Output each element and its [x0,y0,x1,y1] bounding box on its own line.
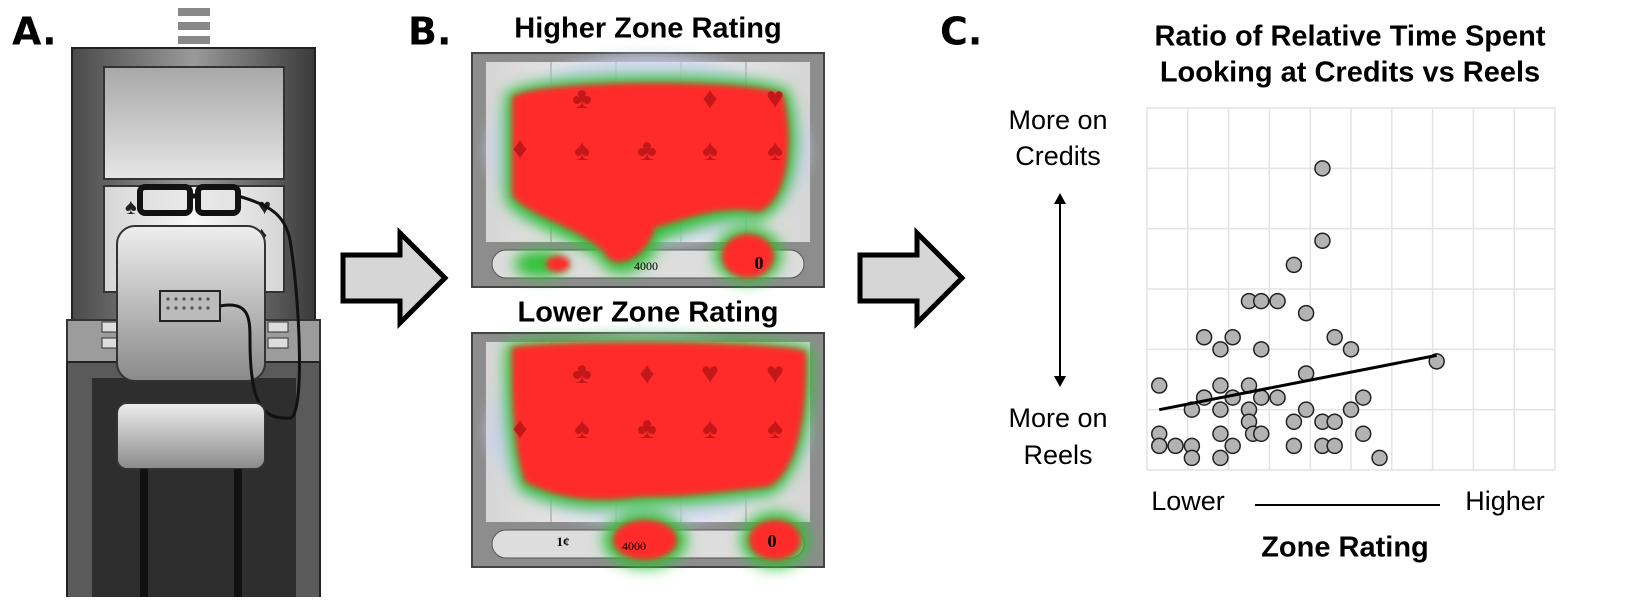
svg-text:♦: ♦ [512,132,527,165]
y-high-label: More on [1008,105,1107,135]
svg-text:♠: ♠ [574,134,590,167]
figure: A. ♠ ♥ ♦ B. Higher Zone Rating Lower Zon… [0,0,1652,597]
heatmap-title: Higher Zone Rating [514,13,781,45]
data-point [1213,450,1228,465]
data-point [1286,414,1301,429]
data-point [1356,426,1371,441]
data-point [1286,257,1301,272]
svg-text:♣: ♣ [572,82,592,115]
data-point [1213,378,1228,393]
x-low-label: Lower [1151,486,1225,516]
panel-label: C. [940,10,982,54]
slot-machine-illustration: ♠ ♥ ♦ [67,8,320,597]
trend-line [1159,355,1436,409]
data-point [1225,438,1240,453]
svg-text:♠: ♠ [125,194,137,219]
svg-text:♠: ♠ [702,134,718,167]
data-point [1152,378,1167,393]
data-point [1213,426,1228,441]
data-point [1197,330,1212,345]
data-point [1254,342,1269,357]
svg-text:♣: ♣ [637,134,657,167]
bet-meter: 0 [755,253,764,273]
data-point [1327,414,1342,429]
data-point [1315,161,1330,176]
data-point [1225,330,1240,345]
svg-text:♥: ♥ [766,82,784,115]
data-point [1299,306,1314,321]
svg-text:♦: ♦ [702,82,717,115]
data-point [1168,438,1183,453]
y-high-label: Credits [1015,141,1101,171]
svg-text:♣: ♣ [637,412,657,445]
data-point [1344,342,1359,357]
data-point [1372,450,1387,465]
panel-label: B. [408,10,451,54]
plot-area [1147,108,1555,470]
y-low-label: Reels [1023,440,1092,470]
x-high-label: Higher [1465,486,1545,516]
data-point [1254,294,1269,309]
svg-text:♠: ♠ [574,412,590,445]
heatmap-higher: ♦ ♣ ♠ ♣ ♠ ♠ ♥ ♦ 4000 0 [472,53,824,287]
data-point [1254,390,1269,405]
data-point [1152,438,1167,453]
svg-text:♠: ♠ [767,412,783,445]
flow-arrow [860,233,962,323]
svg-text:♦: ♦ [639,357,654,390]
credit-meter: 4000 [634,259,658,273]
data-point [1344,402,1359,417]
x-axis-title: Zone Rating [1261,532,1429,564]
denomination: 1¢ [557,534,570,549]
svg-text:♣: ♣ [572,357,592,390]
bet-meter: 0 [768,531,777,551]
svg-text:♥: ♥ [766,357,784,390]
data-point [1356,390,1371,405]
chart-title: Ratio of Relative Time Spent [1154,21,1545,53]
credit-meter: 4000 [622,539,646,553]
data-point [1286,438,1301,453]
svg-text:♦: ♦ [512,412,527,445]
svg-text:♥: ♥ [701,357,719,390]
y-low-label: More on [1008,403,1107,433]
data-point [1299,402,1314,417]
svg-text:♠: ♠ [767,134,783,167]
data-point [1270,294,1285,309]
y-direction-arrow [1054,193,1066,387]
data-point [1327,330,1342,345]
data-point [1213,402,1228,417]
data-point [1213,342,1228,357]
svg-text:♠: ♠ [702,412,718,445]
data-point [1254,426,1269,441]
data-point [1327,438,1342,453]
heatmap-lower: ♣ ♦ ♥ ♥ ♦ ♠ ♣ ♠ ♠ 1¢ 4000 0 [472,333,824,568]
chart-title: Looking at Credits vs Reels [1160,57,1540,89]
data-point [1315,233,1330,248]
panel-label: A. [12,10,57,54]
heatmap-title: Lower Zone Rating [518,297,779,329]
data-point [1270,390,1285,405]
data-point [1184,450,1199,465]
flow-arrow [343,233,445,323]
